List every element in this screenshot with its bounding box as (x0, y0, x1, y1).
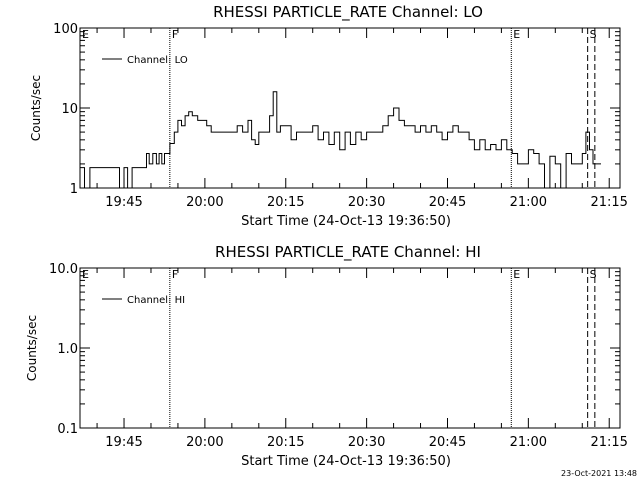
legend-label: Channel: LO (127, 55, 188, 66)
event-marker-label: S (590, 28, 597, 41)
y-tick-label: 10.0 (49, 262, 78, 277)
event-marker-label: E (82, 28, 89, 41)
y-axis-label: Counts/sec (29, 75, 43, 141)
event-marker-label: E (513, 268, 520, 281)
x-tick-label: 20:30 (348, 195, 385, 210)
legend-label: Channel: HI (127, 295, 185, 306)
x-tick-label: 20:15 (267, 195, 304, 210)
series-line (80, 91, 601, 189)
event-marker-label: F (172, 28, 178, 41)
footer-timestamp: 23-Oct-2021 13:48 (561, 469, 637, 478)
event-marker-label: E (513, 28, 520, 41)
legend: Channel: HI (102, 295, 185, 306)
x-tick-label: 19:45 (105, 435, 142, 450)
x-axis-label: Start Time (24-Oct-13 19:36:50) (241, 454, 451, 469)
x-axis-label: Start Time (24-Oct-13 19:36:50) (241, 214, 451, 229)
x-tick-label: 20:45 (429, 435, 466, 450)
plot-frame (79, 267, 621, 429)
x-tick-label: 21:00 (510, 435, 547, 450)
x-tick-label: 19:45 (105, 195, 142, 210)
panel-lo: RHESSI PARTICLE_RATE Channel: LO Counts/… (29, 3, 628, 229)
event-marker-label: F (172, 268, 178, 281)
chart-title: RHESSI PARTICLE_RATE Channel: LO (213, 3, 483, 22)
y-axis-label: Counts/sec (25, 315, 39, 381)
x-tick-label: 21:15 (590, 195, 627, 210)
x-tick-label: 20:00 (186, 195, 223, 210)
event-marker-label: S (590, 268, 597, 281)
panel-hi: RHESSI PARTICLE_RATE Channel: HI Counts/… (25, 243, 628, 469)
y-tick-label: 100 (53, 22, 78, 37)
x-tick-label: 21:15 (590, 435, 627, 450)
y-tick-label: 1 (70, 182, 78, 197)
y-tick-label: 1.0 (57, 342, 78, 357)
y-tick-label: 10 (61, 102, 78, 117)
y-tick-label: 0.1 (57, 422, 78, 437)
x-tick-label: 20:15 (267, 435, 304, 450)
chart-title: RHESSI PARTICLE_RATE Channel: HI (215, 243, 481, 262)
legend: Channel: LO (102, 55, 188, 66)
x-tick-label: 21:00 (510, 195, 547, 210)
x-tick-label: 20:30 (348, 435, 385, 450)
x-tick-label: 20:00 (186, 435, 223, 450)
x-tick-label: 20:45 (429, 195, 466, 210)
event-marker-label: E (82, 268, 89, 281)
